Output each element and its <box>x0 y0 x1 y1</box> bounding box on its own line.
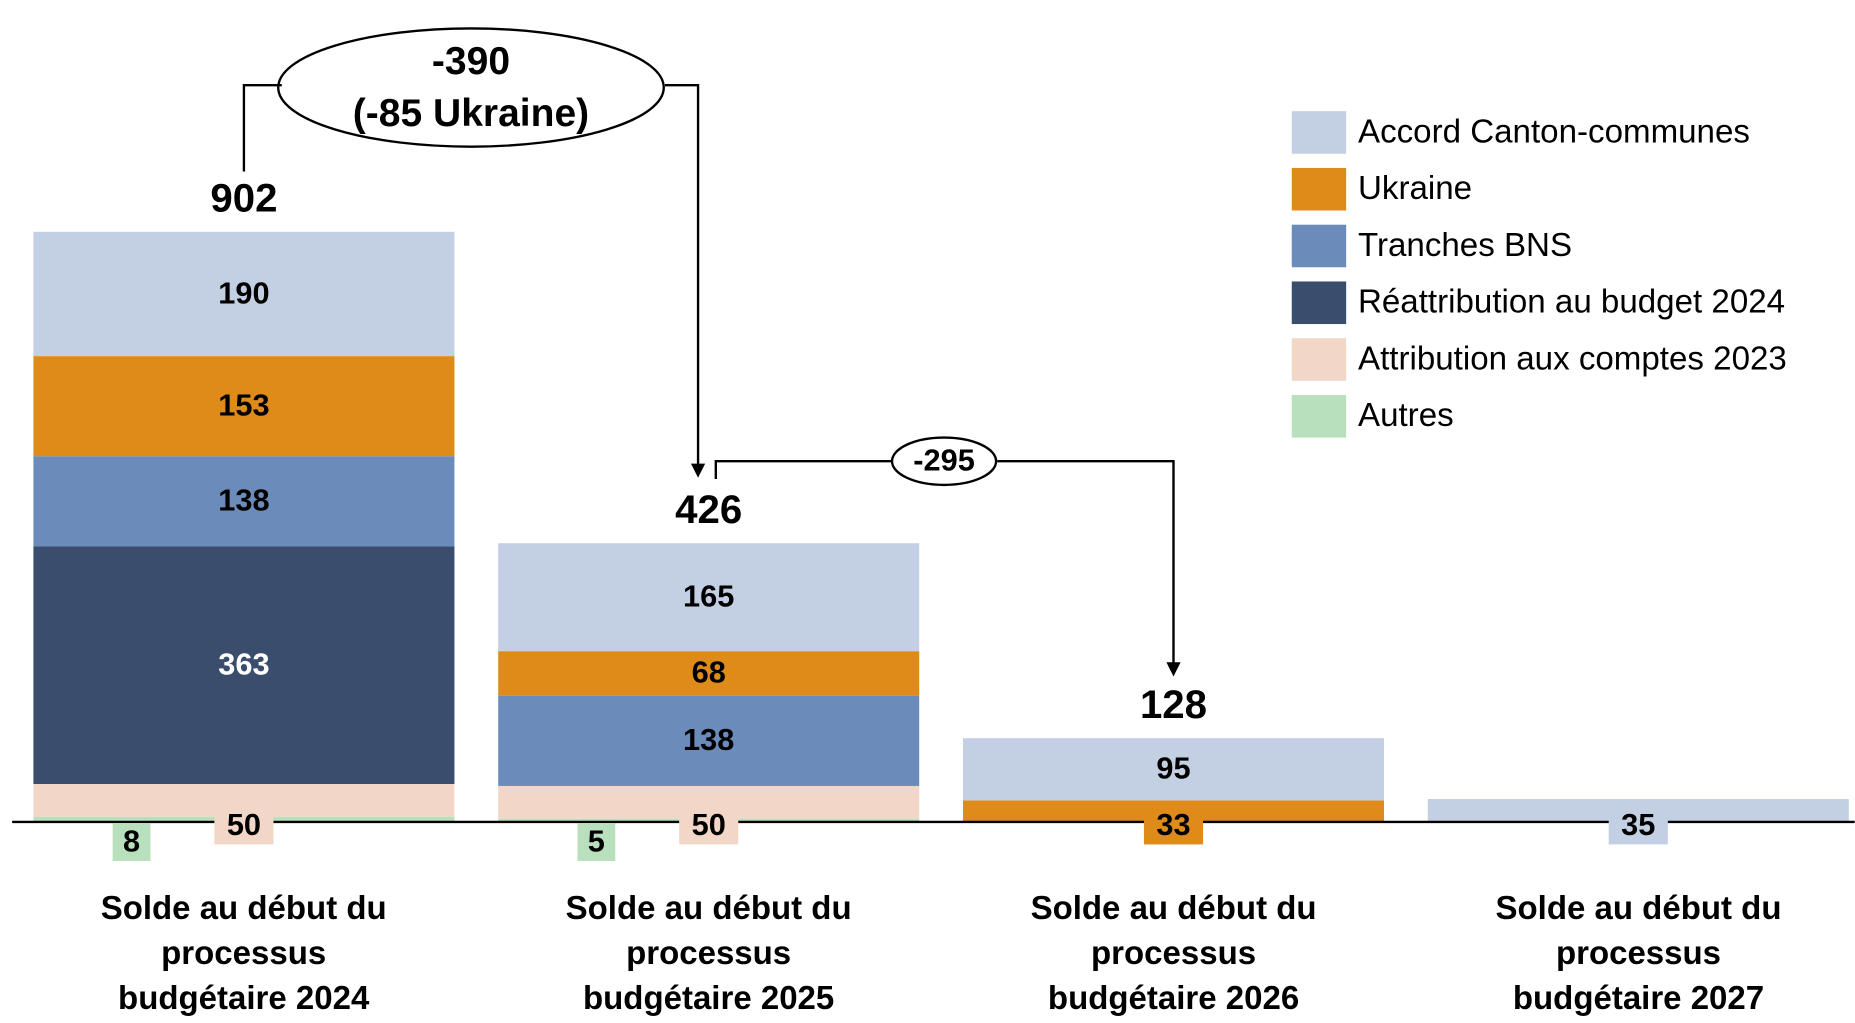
legend-swatch <box>1291 338 1347 381</box>
label-tag <box>214 806 274 845</box>
data-label: 33 <box>1156 807 1190 842</box>
legend-swatch <box>1291 167 1347 211</box>
label-tag <box>577 823 616 861</box>
connectors <box>242 27 1175 666</box>
arrow-head <box>690 463 706 478</box>
bar-segment <box>33 456 455 547</box>
data-label: 68 <box>692 655 726 690</box>
connector <box>997 460 1175 666</box>
data-label: 363 <box>218 647 269 682</box>
legend-label: Ukraine <box>1358 170 1472 207</box>
annotation-bubble <box>890 436 998 487</box>
data-label: 138 <box>218 483 269 518</box>
data-label: 95 <box>1156 751 1190 786</box>
label-tag <box>1608 806 1668 845</box>
arrow-head <box>1166 662 1181 677</box>
annotation: (-85 Ukraine) <box>353 92 589 135</box>
data-label: 8 <box>123 823 140 858</box>
connector <box>664 83 700 468</box>
bar-segment <box>33 231 455 357</box>
legend-swatch <box>1291 281 1347 325</box>
x-tick-label: Solde au début du processus budgétaire 2… <box>1030 888 1317 1016</box>
legend-label: Autres <box>1358 397 1454 434</box>
data-label: 50 <box>692 807 726 842</box>
bar-segment <box>498 651 920 696</box>
x-tick-label: Solde au début du processus budgétaire 2… <box>565 888 852 1016</box>
bar-segment <box>962 738 1385 801</box>
connector <box>714 460 893 479</box>
bar-segment <box>33 356 455 457</box>
data-label: 5 <box>588 823 605 858</box>
legend-label: Accord Canton-communes <box>1358 113 1750 150</box>
legend-label: Tranches BNS <box>1358 227 1572 264</box>
bar-segment <box>498 543 920 652</box>
legend-swatch <box>1291 111 1347 154</box>
annotation: -295 <box>913 443 975 478</box>
total-label: 902 <box>210 176 277 221</box>
legend-swatch <box>1291 224 1347 268</box>
data-label: 138 <box>683 722 734 757</box>
annotation: -390 <box>432 40 510 83</box>
annotation-bubble <box>277 27 665 148</box>
data-label: 35 <box>1621 807 1655 842</box>
data-label: 165 <box>683 579 734 614</box>
data-label: 50 <box>227 807 261 842</box>
label-tag <box>679 806 739 845</box>
bar-segment <box>33 546 455 785</box>
legend-label: Réattribution au budget 2024 <box>1358 284 1785 321</box>
legend-label: Attribution aux comptes 2023 <box>1358 340 1787 377</box>
bar-segment <box>498 695 920 786</box>
label-tag <box>112 823 151 861</box>
total-label: 128 <box>1140 682 1207 727</box>
x-tick-label: Solde au début du processus budgétaire 2… <box>1495 888 1782 1016</box>
data-label: 190 <box>218 275 269 310</box>
data-label: 153 <box>218 387 269 422</box>
label-tag <box>1143 806 1204 845</box>
connector <box>242 83 282 172</box>
x-tick-label: Solde au début du processus budgétaire 2… <box>100 888 387 1016</box>
total-label: 426 <box>675 487 742 532</box>
legend-swatch <box>1291 395 1347 438</box>
